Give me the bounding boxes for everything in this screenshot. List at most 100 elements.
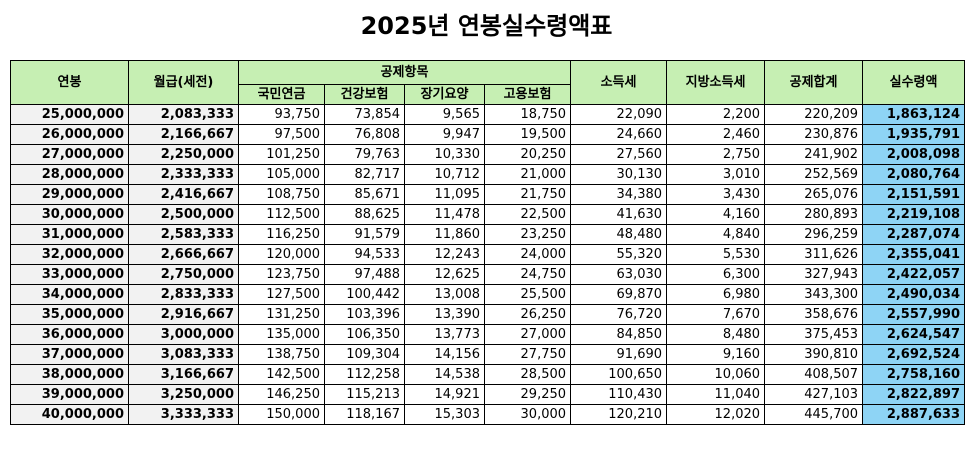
cell-longterm: 12,243 bbox=[404, 244, 485, 265]
cell-longterm: 11,095 bbox=[404, 184, 485, 205]
cell-total-deduction: 230,876 bbox=[764, 124, 864, 145]
cell-longterm: 14,921 bbox=[404, 384, 485, 405]
cell-annual: 30,000,000 bbox=[10, 204, 129, 225]
cell-employment: 21,750 bbox=[483, 184, 572, 205]
cell-pension: 105,000 bbox=[238, 164, 325, 185]
cell-local-tax: 9,160 bbox=[666, 344, 766, 365]
header-row: 연봉 월급(세전) 공제항목 소득세 지방소득세 공제합계 실수령액 bbox=[10, 60, 966, 105]
cell-health: 97,488 bbox=[324, 264, 405, 285]
table-row: 32,000,000 2,666,667 120,000 94,533 12,243 24… bbox=[10, 244, 966, 265]
cell-local-tax: 12,020 bbox=[666, 404, 766, 425]
cell-total-deduction: 220,209 bbox=[764, 104, 864, 125]
cell-health: 85,671 bbox=[324, 184, 405, 205]
cell-longterm: 9,565 bbox=[404, 104, 485, 125]
cell-health: 88,625 bbox=[324, 204, 405, 225]
cell-longterm: 15,303 bbox=[404, 404, 485, 425]
cell-pension: 97,500 bbox=[238, 124, 325, 145]
cell-income-tax: 76,720 bbox=[570, 304, 668, 325]
cell-total-deduction: 427,103 bbox=[764, 384, 864, 405]
cell-local-tax: 7,670 bbox=[666, 304, 766, 325]
cell-annual: 25,000,000 bbox=[10, 104, 129, 125]
cell-employment: 22,500 bbox=[483, 204, 572, 225]
salary-table: 연봉 월급(세전) 공제항목 소득세 지방소득세 공제합계 실수령액 국민연금 … bbox=[10, 60, 966, 425]
cell-income-tax: 27,560 bbox=[570, 144, 668, 165]
cell-annual: 31,000,000 bbox=[10, 224, 129, 245]
table-row: 36,000,000 3,000,000 135,000 106,350 13,773 2… bbox=[10, 324, 966, 345]
header-local-tax: 지방소득세 bbox=[666, 60, 766, 105]
cell-employment: 26,250 bbox=[483, 304, 572, 325]
table-row: 28,000,000 2,333,333 105,000 82,717 10,712 21… bbox=[10, 164, 966, 185]
cell-monthly: 3,166,667 bbox=[128, 364, 239, 385]
header-total-deduction: 공제합계 bbox=[764, 60, 864, 105]
cell-employment: 27,000 bbox=[483, 324, 572, 345]
cell-annual: 29,000,000 bbox=[10, 184, 129, 205]
cell-net: 2,887,633 bbox=[862, 404, 966, 425]
cell-employment: 24,000 bbox=[483, 244, 572, 265]
cell-income-tax: 30,130 bbox=[570, 164, 668, 185]
table-body: 25,000,000 2,083,333 93,750 73,854 9,565 18,7… bbox=[10, 104, 966, 425]
header-income-tax: 소득세 bbox=[570, 60, 668, 105]
cell-monthly: 3,000,000 bbox=[128, 324, 239, 345]
cell-total-deduction: 408,507 bbox=[764, 364, 864, 385]
cell-local-tax: 8,480 bbox=[666, 324, 766, 345]
cell-local-tax: 2,200 bbox=[666, 104, 766, 125]
cell-longterm: 11,860 bbox=[404, 224, 485, 245]
table-row: 26,000,000 2,166,667 97,500 76,808 9,947 19,5… bbox=[10, 124, 966, 145]
cell-income-tax: 91,690 bbox=[570, 344, 668, 365]
cell-pension: 146,250 bbox=[238, 384, 325, 405]
cell-income-tax: 63,030 bbox=[570, 264, 668, 285]
cell-employment: 30,000 bbox=[483, 404, 572, 425]
cell-total-deduction: 296,259 bbox=[764, 224, 864, 245]
cell-employment: 24,750 bbox=[483, 264, 572, 285]
cell-net: 2,422,057 bbox=[862, 264, 966, 285]
cell-monthly: 2,916,667 bbox=[128, 304, 239, 325]
cell-annual: 37,000,000 bbox=[10, 344, 129, 365]
cell-income-tax: 69,870 bbox=[570, 284, 668, 305]
cell-pension: 135,000 bbox=[238, 324, 325, 345]
cell-local-tax: 6,300 bbox=[666, 264, 766, 285]
cell-employment: 18,750 bbox=[483, 104, 572, 125]
cell-net: 2,624,547 bbox=[862, 324, 966, 345]
cell-total-deduction: 390,810 bbox=[764, 344, 864, 365]
cell-longterm: 14,156 bbox=[404, 344, 485, 365]
table-row: 35,000,000 2,916,667 131,250 103,396 13,390 2… bbox=[10, 304, 966, 325]
cell-health: 106,350 bbox=[324, 324, 405, 345]
cell-health: 100,442 bbox=[324, 284, 405, 305]
cell-employment: 27,750 bbox=[483, 344, 572, 365]
cell-local-tax: 10,060 bbox=[666, 364, 766, 385]
cell-employment: 21,000 bbox=[483, 164, 572, 185]
cell-monthly: 3,083,333 bbox=[128, 344, 239, 365]
cell-local-tax: 2,750 bbox=[666, 144, 766, 165]
cell-annual: 39,000,000 bbox=[10, 384, 129, 405]
cell-net: 2,758,160 bbox=[862, 364, 966, 385]
cell-total-deduction: 343,300 bbox=[764, 284, 864, 305]
cell-net: 1,863,124 bbox=[862, 104, 966, 125]
cell-annual: 34,000,000 bbox=[10, 284, 129, 305]
cell-total-deduction: 327,943 bbox=[764, 264, 864, 285]
table-row: 29,000,000 2,416,667 108,750 85,671 11,095 21… bbox=[10, 184, 966, 205]
table-row: 38,000,000 3,166,667 142,500 112,258 14,538 2… bbox=[10, 364, 966, 385]
cell-health: 76,808 bbox=[324, 124, 405, 145]
cell-health: 115,213 bbox=[324, 384, 405, 405]
cell-monthly: 2,083,333 bbox=[128, 104, 239, 125]
cell-total-deduction: 241,902 bbox=[764, 144, 864, 165]
cell-net: 2,557,990 bbox=[862, 304, 966, 325]
table-row: 30,000,000 2,500,000 112,500 88,625 11,478 22… bbox=[10, 204, 966, 225]
cell-income-tax: 100,650 bbox=[570, 364, 668, 385]
cell-pension: 138,750 bbox=[238, 344, 325, 365]
cell-total-deduction: 445,700 bbox=[764, 404, 864, 425]
cell-pension: 112,500 bbox=[238, 204, 325, 225]
cell-health: 103,396 bbox=[324, 304, 405, 325]
cell-longterm: 10,330 bbox=[404, 144, 485, 165]
cell-health: 73,854 bbox=[324, 104, 405, 125]
cell-monthly: 2,666,667 bbox=[128, 244, 239, 265]
cell-pension: 123,750 bbox=[238, 264, 325, 285]
cell-employment: 29,250 bbox=[483, 384, 572, 405]
cell-monthly: 2,583,333 bbox=[128, 224, 239, 245]
cell-monthly: 2,166,667 bbox=[128, 124, 239, 145]
subheader-row: 국민연금 건강보험 장기요양 고용보험 bbox=[11, 84, 965, 105]
cell-employment: 19,500 bbox=[483, 124, 572, 145]
cell-net: 2,219,108 bbox=[862, 204, 966, 225]
cell-monthly: 2,416,667 bbox=[128, 184, 239, 205]
cell-local-tax: 3,010 bbox=[666, 164, 766, 185]
